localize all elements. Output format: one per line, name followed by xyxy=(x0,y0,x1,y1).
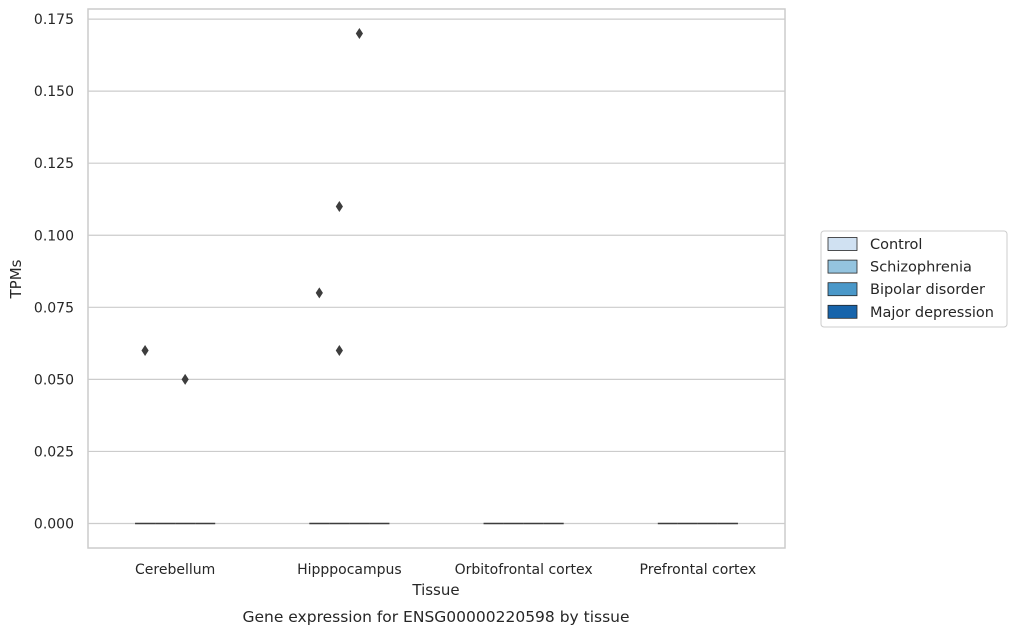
y-tick-label: 0.025 xyxy=(34,444,74,460)
y-tick-labels: 0.000 0.025 0.050 0.075 0.100 0.125 0.150 0.175 xyxy=(34,12,74,532)
x-tick-label: Prefrontal cortex xyxy=(640,562,757,578)
y-axis-label: TPMs xyxy=(7,259,25,299)
y-tick-label: 0.175 xyxy=(34,12,74,28)
legend-label: Schizophrenia xyxy=(870,260,972,276)
outlier-point xyxy=(315,287,323,299)
outlier-point xyxy=(335,345,343,357)
x-tick-label: Cerebellum xyxy=(135,562,215,578)
legend-label: Control xyxy=(870,237,922,253)
grid-lines xyxy=(88,18,785,525)
y-tick-label: 0.075 xyxy=(34,300,74,316)
legend-swatch xyxy=(827,304,858,319)
outlier-point xyxy=(355,28,363,39)
x-tick-label: Orbitofrontal cortex xyxy=(455,562,593,578)
legend-frame xyxy=(820,230,1008,328)
legend-swatch xyxy=(827,282,858,297)
legend-label: Bipolar disorder xyxy=(870,282,985,298)
x-tick-labels: Cerebellum Hipppocampus Orbitofrontal cort… xyxy=(135,562,756,578)
y-tick-label: 0.000 xyxy=(34,517,74,533)
y-tick-label: 0.100 xyxy=(34,228,74,244)
legend-label: Major depression xyxy=(870,305,994,321)
legend-swatch xyxy=(827,237,858,251)
x-axis-label: Tissue xyxy=(411,581,459,599)
outlier-point xyxy=(181,373,189,385)
y-tick-label: 0.125 xyxy=(34,156,74,172)
chart-marks xyxy=(135,28,738,525)
y-tick-label: 0.050 xyxy=(34,372,74,388)
chart-caption: Gene expression for ENSG00000220598 by t… xyxy=(242,608,629,626)
legend-swatch xyxy=(827,259,858,274)
x-tick-label: Hipppocampus xyxy=(297,562,402,578)
legend: Control Schizophrenia Bipolar disorder Majo… xyxy=(820,230,1008,328)
outlier-point xyxy=(141,345,149,357)
y-tick-label: 0.150 xyxy=(34,84,74,100)
outlier-point xyxy=(335,200,343,212)
plot-frame xyxy=(87,8,786,549)
